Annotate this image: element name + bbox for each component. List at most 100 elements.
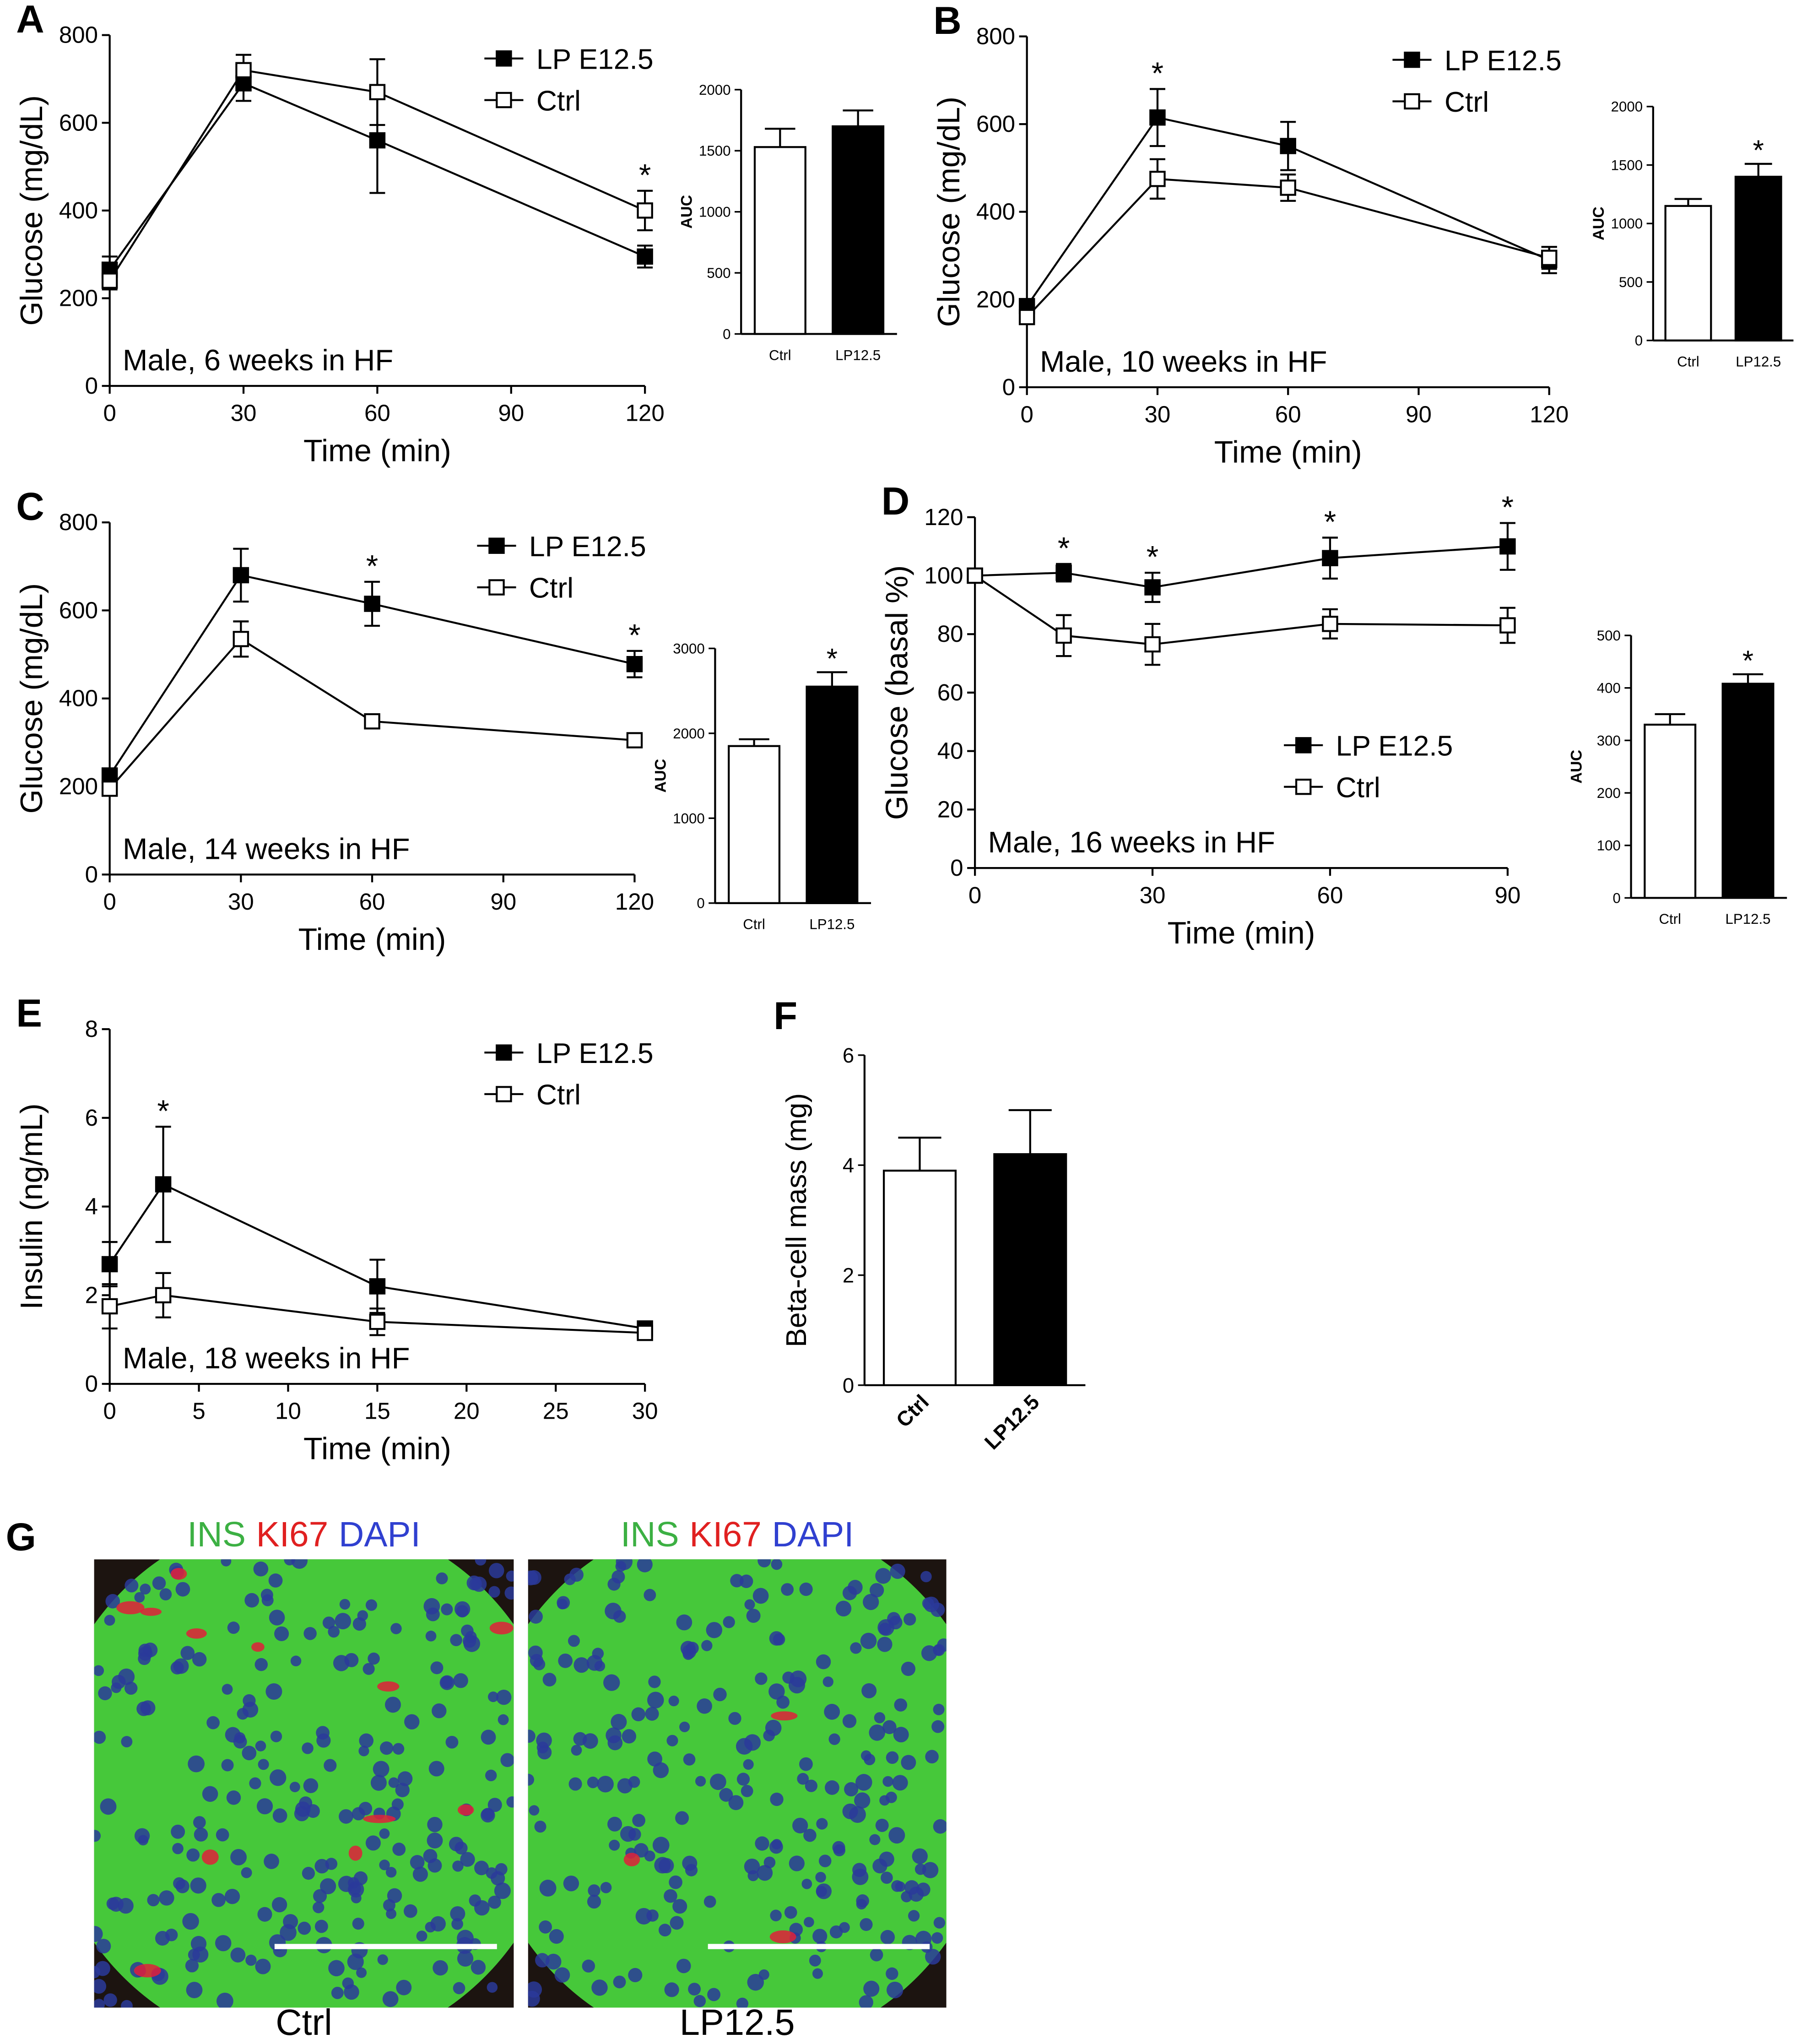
error-bar [739, 738, 769, 746]
nucleus [339, 1599, 351, 1610]
nucleus [755, 1672, 768, 1685]
marker [1499, 538, 1516, 555]
nucleus [647, 1692, 664, 1708]
marker [369, 84, 386, 100]
nucleus [728, 1795, 744, 1811]
nucleus [860, 1750, 871, 1761]
nucleus [676, 1958, 691, 1974]
nucleus [803, 1828, 817, 1842]
nucleus [615, 1561, 627, 1572]
nucleus [815, 1871, 826, 1883]
y-tick-label: 400 [976, 199, 1015, 225]
x-tick-label: 0 [103, 400, 116, 426]
marker [1055, 627, 1072, 644]
nucleus [192, 1946, 209, 1963]
nucleus [190, 1877, 206, 1894]
nucleus [609, 1839, 620, 1851]
legend-label: LP E12.5 [1336, 730, 1453, 762]
y-tick-label: 500 [1619, 274, 1643, 290]
y-tick-label: 100 [924, 562, 963, 588]
nucleus [352, 1807, 365, 1821]
nucleus [316, 1733, 331, 1748]
legend-marker [1295, 778, 1312, 795]
y-tick-label: 0 [85, 1371, 98, 1397]
x-tick-label: 60 [1275, 401, 1301, 428]
nucleus [901, 1891, 912, 1903]
nucleus [425, 1921, 436, 1933]
nucleus [488, 1895, 501, 1909]
nucleus [931, 1932, 943, 1944]
x-tick-label: 25 [543, 1398, 569, 1424]
x-tick-label: 60 [1317, 882, 1343, 908]
nucleus [611, 1713, 627, 1730]
nucleus [388, 1777, 399, 1788]
nucleus [844, 1782, 859, 1797]
nucleus [138, 1652, 151, 1665]
nucleus [165, 1929, 178, 1941]
series-line [974, 575, 1508, 645]
nucleus [500, 1753, 514, 1767]
nucleus [265, 1683, 282, 1700]
legend-label: Ctrl [536, 1079, 581, 1111]
nucleus [294, 1806, 309, 1822]
series-line [108, 1183, 645, 1330]
y-axis-title: Glucose (mg/dL) [14, 583, 49, 813]
x-tick-label: 90 [1406, 401, 1432, 428]
nucleus [94, 1830, 101, 1842]
nucleus [347, 1953, 364, 1970]
nucleus [893, 1727, 909, 1743]
nucleus [370, 1774, 387, 1791]
nucleus [211, 1893, 226, 1907]
nucleus [885, 1791, 897, 1803]
x-tick-label: 5 [192, 1398, 205, 1424]
x-tick-label: 20 [454, 1398, 480, 1424]
nucleus [605, 1602, 622, 1620]
nucleus [487, 1982, 498, 1993]
nucleus [202, 1786, 218, 1802]
nucleus [245, 1954, 257, 1966]
ki67-spot [377, 1681, 400, 1692]
nucleus [895, 1881, 906, 1892]
significance: * [157, 1094, 169, 1128]
nucleus [607, 1578, 621, 1591]
ki67-spot [457, 1804, 474, 1816]
nucleus [746, 1609, 761, 1623]
nucleus [474, 1900, 490, 1916]
nucleus [888, 1827, 905, 1844]
bar [882, 1170, 957, 1386]
nucleus [728, 1712, 741, 1725]
stain-label: KI67 [256, 1515, 329, 1554]
nucleus [445, 1735, 459, 1749]
nucleus [104, 1615, 115, 1626]
nucleus [453, 1673, 468, 1688]
nucleus [880, 1930, 895, 1945]
y-tick-label: 0 [1635, 333, 1643, 349]
stain-title: INS KI67 DAPI [187, 1515, 421, 1554]
nucleus [335, 1613, 352, 1630]
nucleus [272, 1808, 287, 1823]
x-tick-label: 30 [1140, 882, 1166, 908]
nucleus [461, 1624, 474, 1637]
y-tick-label: 400 [1597, 680, 1621, 696]
x-tick-label: LP12.5 [980, 1390, 1044, 1454]
nucleus [471, 1960, 486, 1975]
nucleus [377, 1954, 388, 1965]
ki67-spot [171, 1568, 187, 1580]
stain-label: DAPI [772, 1515, 854, 1554]
x-tick-label: 0 [103, 1398, 116, 1424]
nucleus [549, 1929, 564, 1944]
nucleus [869, 1724, 886, 1741]
x-tick-label: 90 [490, 889, 516, 915]
y-tick-label: 8 [85, 1016, 98, 1042]
nucleus [303, 1627, 317, 1640]
nucleus [441, 1603, 453, 1616]
error-bar [1674, 198, 1702, 206]
nucleus [747, 1870, 759, 1881]
legend-marker [1295, 737, 1312, 754]
y-tick-label: 3000 [673, 640, 704, 656]
nucleus [789, 1855, 805, 1871]
nucleus [159, 1890, 174, 1906]
nucleus [255, 1958, 271, 1974]
nucleus [669, 1875, 682, 1889]
nucleus [495, 1863, 508, 1876]
